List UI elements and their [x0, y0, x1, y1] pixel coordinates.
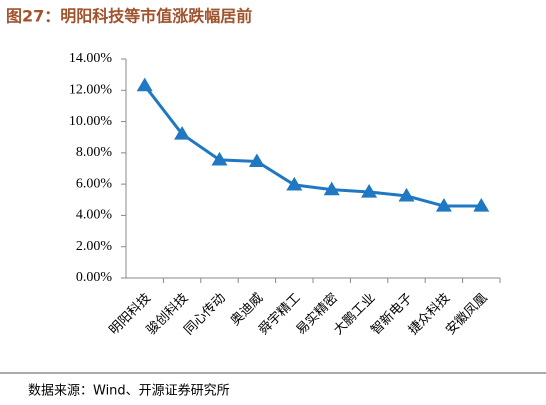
marker	[435, 198, 452, 212]
y-tick-label: 12.00%	[69, 83, 113, 98]
x-tick-label: 同心传动	[181, 291, 228, 338]
y-tick-label: 14.00%	[69, 51, 113, 66]
marker	[136, 77, 153, 92]
y-tick-label: 2.00%	[76, 239, 113, 254]
marker	[211, 151, 228, 166]
line	[143, 84, 482, 208]
y-tick-label: 4.00%	[76, 208, 113, 223]
marker	[323, 181, 340, 196]
marker	[286, 176, 303, 191]
x-tick-label: 安徽凤凰	[443, 291, 490, 338]
y-tick-label: 8.00%	[76, 145, 113, 160]
y-tick-label: 6.00%	[76, 176, 113, 191]
source: 数据来源：Wind、开源证券研究所	[28, 383, 230, 399]
chart-title: 图27：明阳科技等市值涨跌幅居前	[6, 7, 252, 26]
marker	[398, 187, 415, 202]
marker	[361, 183, 378, 198]
marker	[248, 153, 265, 168]
y-tick-label: 0.00%	[76, 270, 113, 285]
y-tick-label: 10.00%	[69, 114, 113, 129]
marker	[473, 198, 490, 212]
marker	[174, 126, 191, 140]
